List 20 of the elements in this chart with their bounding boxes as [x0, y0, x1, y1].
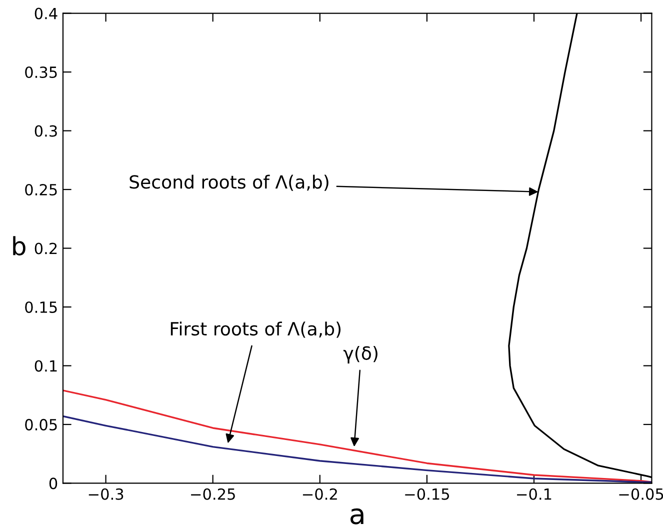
y-tick-label: 0.35	[25, 66, 57, 78]
x-tick-label: −0.3	[88, 488, 124, 500]
x-tick-label: −0.05	[619, 488, 663, 500]
x-tick-label: −0.15	[405, 488, 450, 500]
y-tick-label: 0.3	[34, 125, 57, 137]
y-tick-label: 0.15	[25, 301, 57, 314]
y-tick-label: 0.05	[25, 418, 57, 430]
annotation: γ(δ)	[343, 346, 378, 364]
x-axis-title: a	[350, 508, 364, 524]
x-tick-label: −0.25	[191, 488, 235, 500]
y-tick-label: 0.25	[25, 184, 57, 196]
x-tick-label: −0.2	[302, 488, 337, 500]
y-tick-label: 0.4	[34, 8, 58, 20]
y-tick-label: 0.2	[34, 242, 57, 254]
y-tick-label: 0	[49, 478, 58, 490]
y-axis-title: b	[13, 236, 26, 256]
y-tick-label: 0.1	[34, 360, 57, 372]
x-tick-label: −0.1	[517, 488, 552, 500]
annotation: Second roots of Λ(a,b)	[130, 174, 328, 191]
annotation: First roots of Λ(a,b)	[170, 322, 341, 338]
